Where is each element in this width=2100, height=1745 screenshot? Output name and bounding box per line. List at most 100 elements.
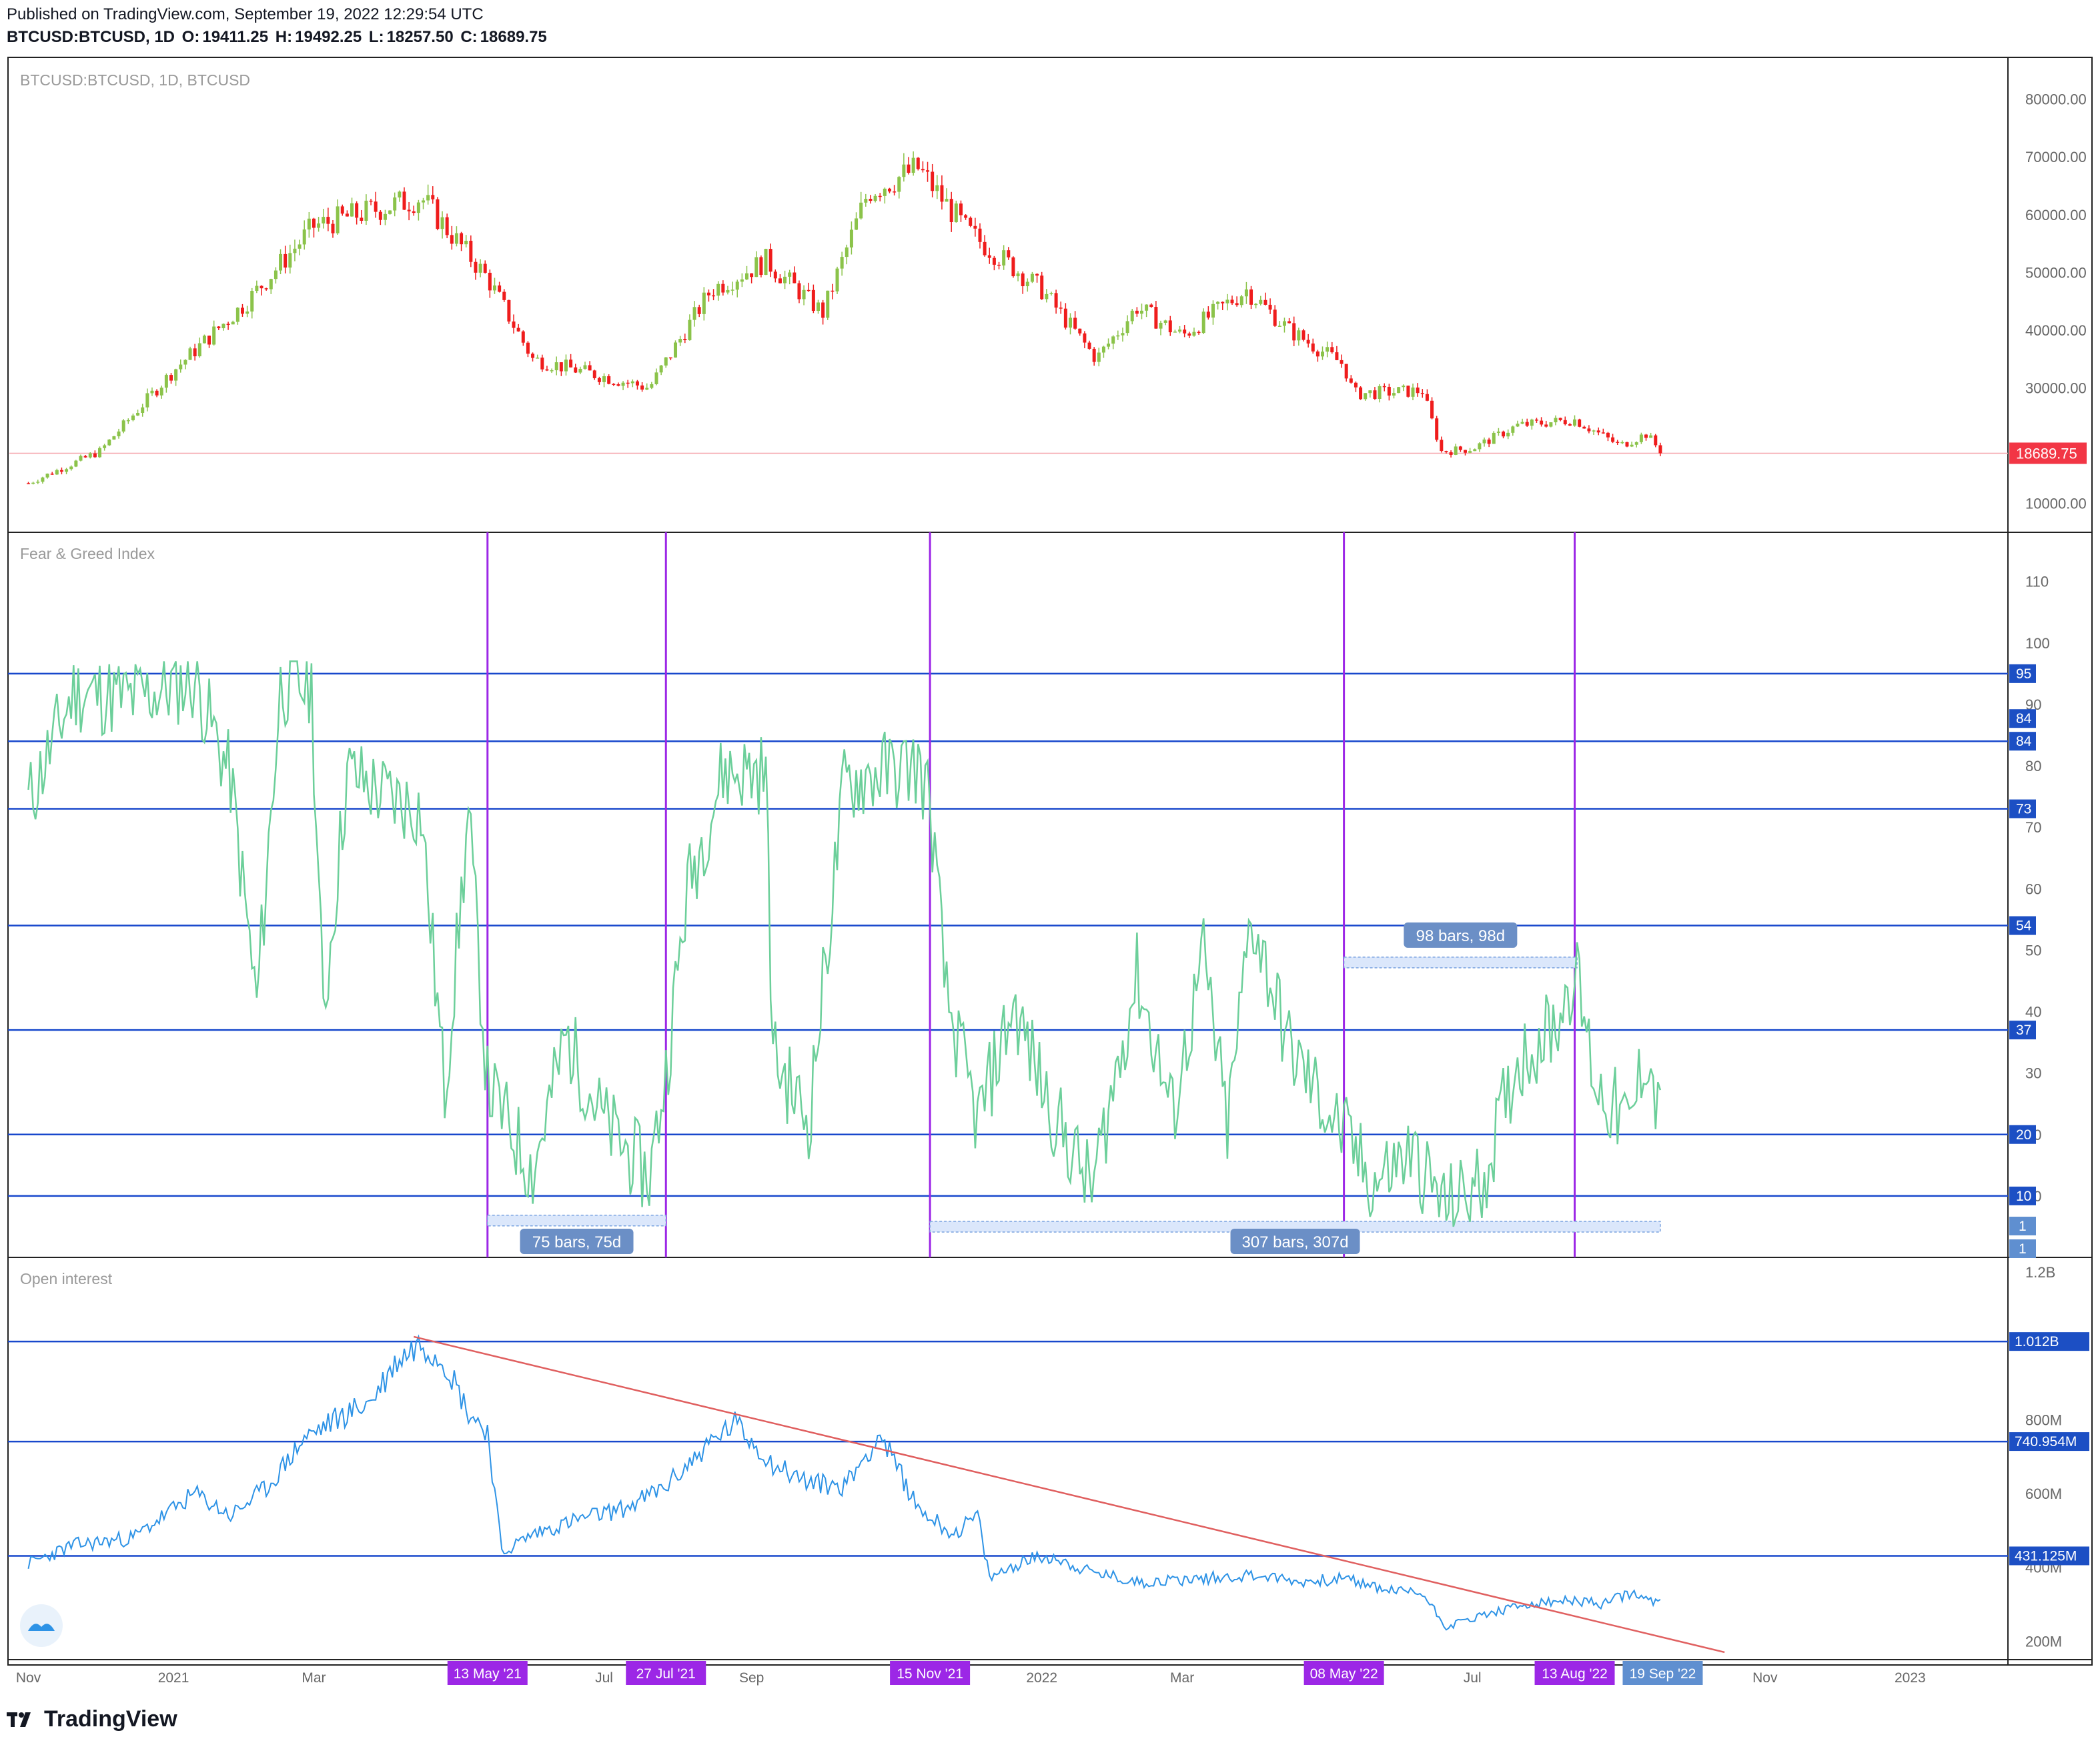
candle-body — [921, 169, 925, 171]
candle-body — [255, 285, 259, 292]
candle-body — [136, 412, 140, 416]
y-tick-label: 50 — [2025, 942, 2041, 959]
candle-body — [602, 376, 606, 382]
candle-body — [849, 229, 853, 247]
candle-body — [1111, 336, 1115, 344]
candle-body — [588, 365, 592, 371]
candle-body — [1525, 422, 1529, 426]
marked-date-label: 27 Jul '21 — [636, 1666, 696, 1682]
candle-body — [483, 263, 487, 273]
candle-body — [607, 376, 611, 384]
candle-body — [706, 292, 710, 296]
candle-body — [112, 436, 116, 440]
range-measure-label: 98 bars, 98d — [1416, 927, 1505, 945]
candle-body — [1097, 352, 1101, 362]
candle-body — [1549, 422, 1553, 427]
fg-level-tag — [2009, 709, 2036, 728]
candle-body — [326, 217, 330, 224]
candle-body — [1458, 446, 1462, 450]
candle-body — [512, 321, 516, 328]
candle-body — [193, 348, 197, 357]
candle-body — [664, 357, 668, 366]
candle-body — [1116, 335, 1120, 337]
candle-body — [650, 384, 654, 388]
candle-body — [716, 283, 720, 296]
candle-body — [317, 223, 321, 228]
candle-body — [816, 302, 820, 311]
candle-body — [231, 322, 235, 325]
range-measure-label-bg — [1230, 1229, 1360, 1254]
candle-body — [398, 191, 402, 198]
y-tick-label: 80 — [2025, 758, 2041, 774]
candle-body — [1487, 439, 1491, 444]
candle-body — [155, 390, 159, 396]
candle-body — [117, 431, 121, 437]
range-measure-label: 75 bars, 75d — [532, 1233, 621, 1251]
candle-body — [902, 164, 906, 177]
fg-level-value: 20 — [2016, 1127, 2031, 1143]
candle-body — [907, 164, 911, 173]
candle-body — [1387, 386, 1391, 396]
candle-body — [630, 381, 634, 384]
y-tick-label: 50000.00 — [2025, 264, 2087, 281]
candle-body — [1558, 418, 1562, 420]
candle-body — [793, 272, 797, 283]
candle-body — [50, 474, 54, 475]
candle-body — [383, 213, 387, 220]
candle-body — [911, 157, 915, 173]
candle-body — [592, 370, 596, 378]
footer-brand[interactable]: TradingView — [7, 1706, 177, 1732]
candle-body — [74, 460, 78, 467]
candle-body — [1187, 333, 1191, 336]
candle-body — [1473, 449, 1477, 452]
candle-body — [159, 388, 163, 396]
candle-body — [940, 185, 944, 202]
y-tick-label: 60 — [2025, 881, 2041, 897]
candle-body — [1254, 304, 1258, 306]
candle-body — [1073, 318, 1077, 329]
marked-date-label: 15 Nov '21 — [897, 1666, 963, 1682]
candle-body — [1382, 386, 1386, 388]
low-value: 18257.50 — [386, 28, 454, 46]
high-label: H: — [275, 28, 293, 46]
candle-body — [1045, 294, 1049, 300]
candle-body — [1292, 323, 1296, 341]
range-measure-label-bg — [520, 1229, 634, 1254]
candle-body — [1183, 330, 1187, 334]
y-tick-label: 70000.00 — [2025, 149, 2087, 165]
candle-body — [1468, 451, 1472, 453]
candle-body — [1496, 432, 1500, 433]
candle-body — [498, 285, 502, 292]
fg-level-value: 84 — [2016, 711, 2032, 726]
candle-body — [1059, 308, 1063, 309]
candle-body — [460, 233, 464, 245]
candle-body — [569, 360, 573, 368]
candle-body — [1263, 300, 1267, 305]
candle-body — [1630, 444, 1634, 447]
candle-body — [1596, 430, 1600, 433]
candle-body — [1620, 442, 1624, 444]
candle-body — [1425, 394, 1429, 401]
candle-body — [1335, 352, 1339, 360]
candle-body — [1378, 386, 1382, 399]
candle-body — [1159, 322, 1163, 329]
candle-body — [350, 203, 354, 217]
candle-body — [1516, 424, 1520, 427]
candle-body — [88, 453, 92, 458]
candle-body — [1002, 250, 1006, 265]
candle-body — [469, 240, 473, 262]
candle-body — [712, 295, 716, 297]
trend-line[interactable] — [413, 1335, 1725, 1654]
candle-body — [65, 469, 69, 472]
candle-body — [69, 466, 73, 470]
fg-level-tag — [2009, 1125, 2036, 1144]
candle-body — [169, 375, 173, 381]
fear-greed-line — [27, 660, 1662, 1227]
candle-body — [345, 213, 349, 217]
published-caption: Published on TradingView.com, September … — [7, 5, 484, 23]
candle-body — [545, 369, 549, 371]
candle-body — [668, 357, 672, 359]
candle-body — [959, 203, 963, 215]
candle-body — [121, 420, 125, 432]
